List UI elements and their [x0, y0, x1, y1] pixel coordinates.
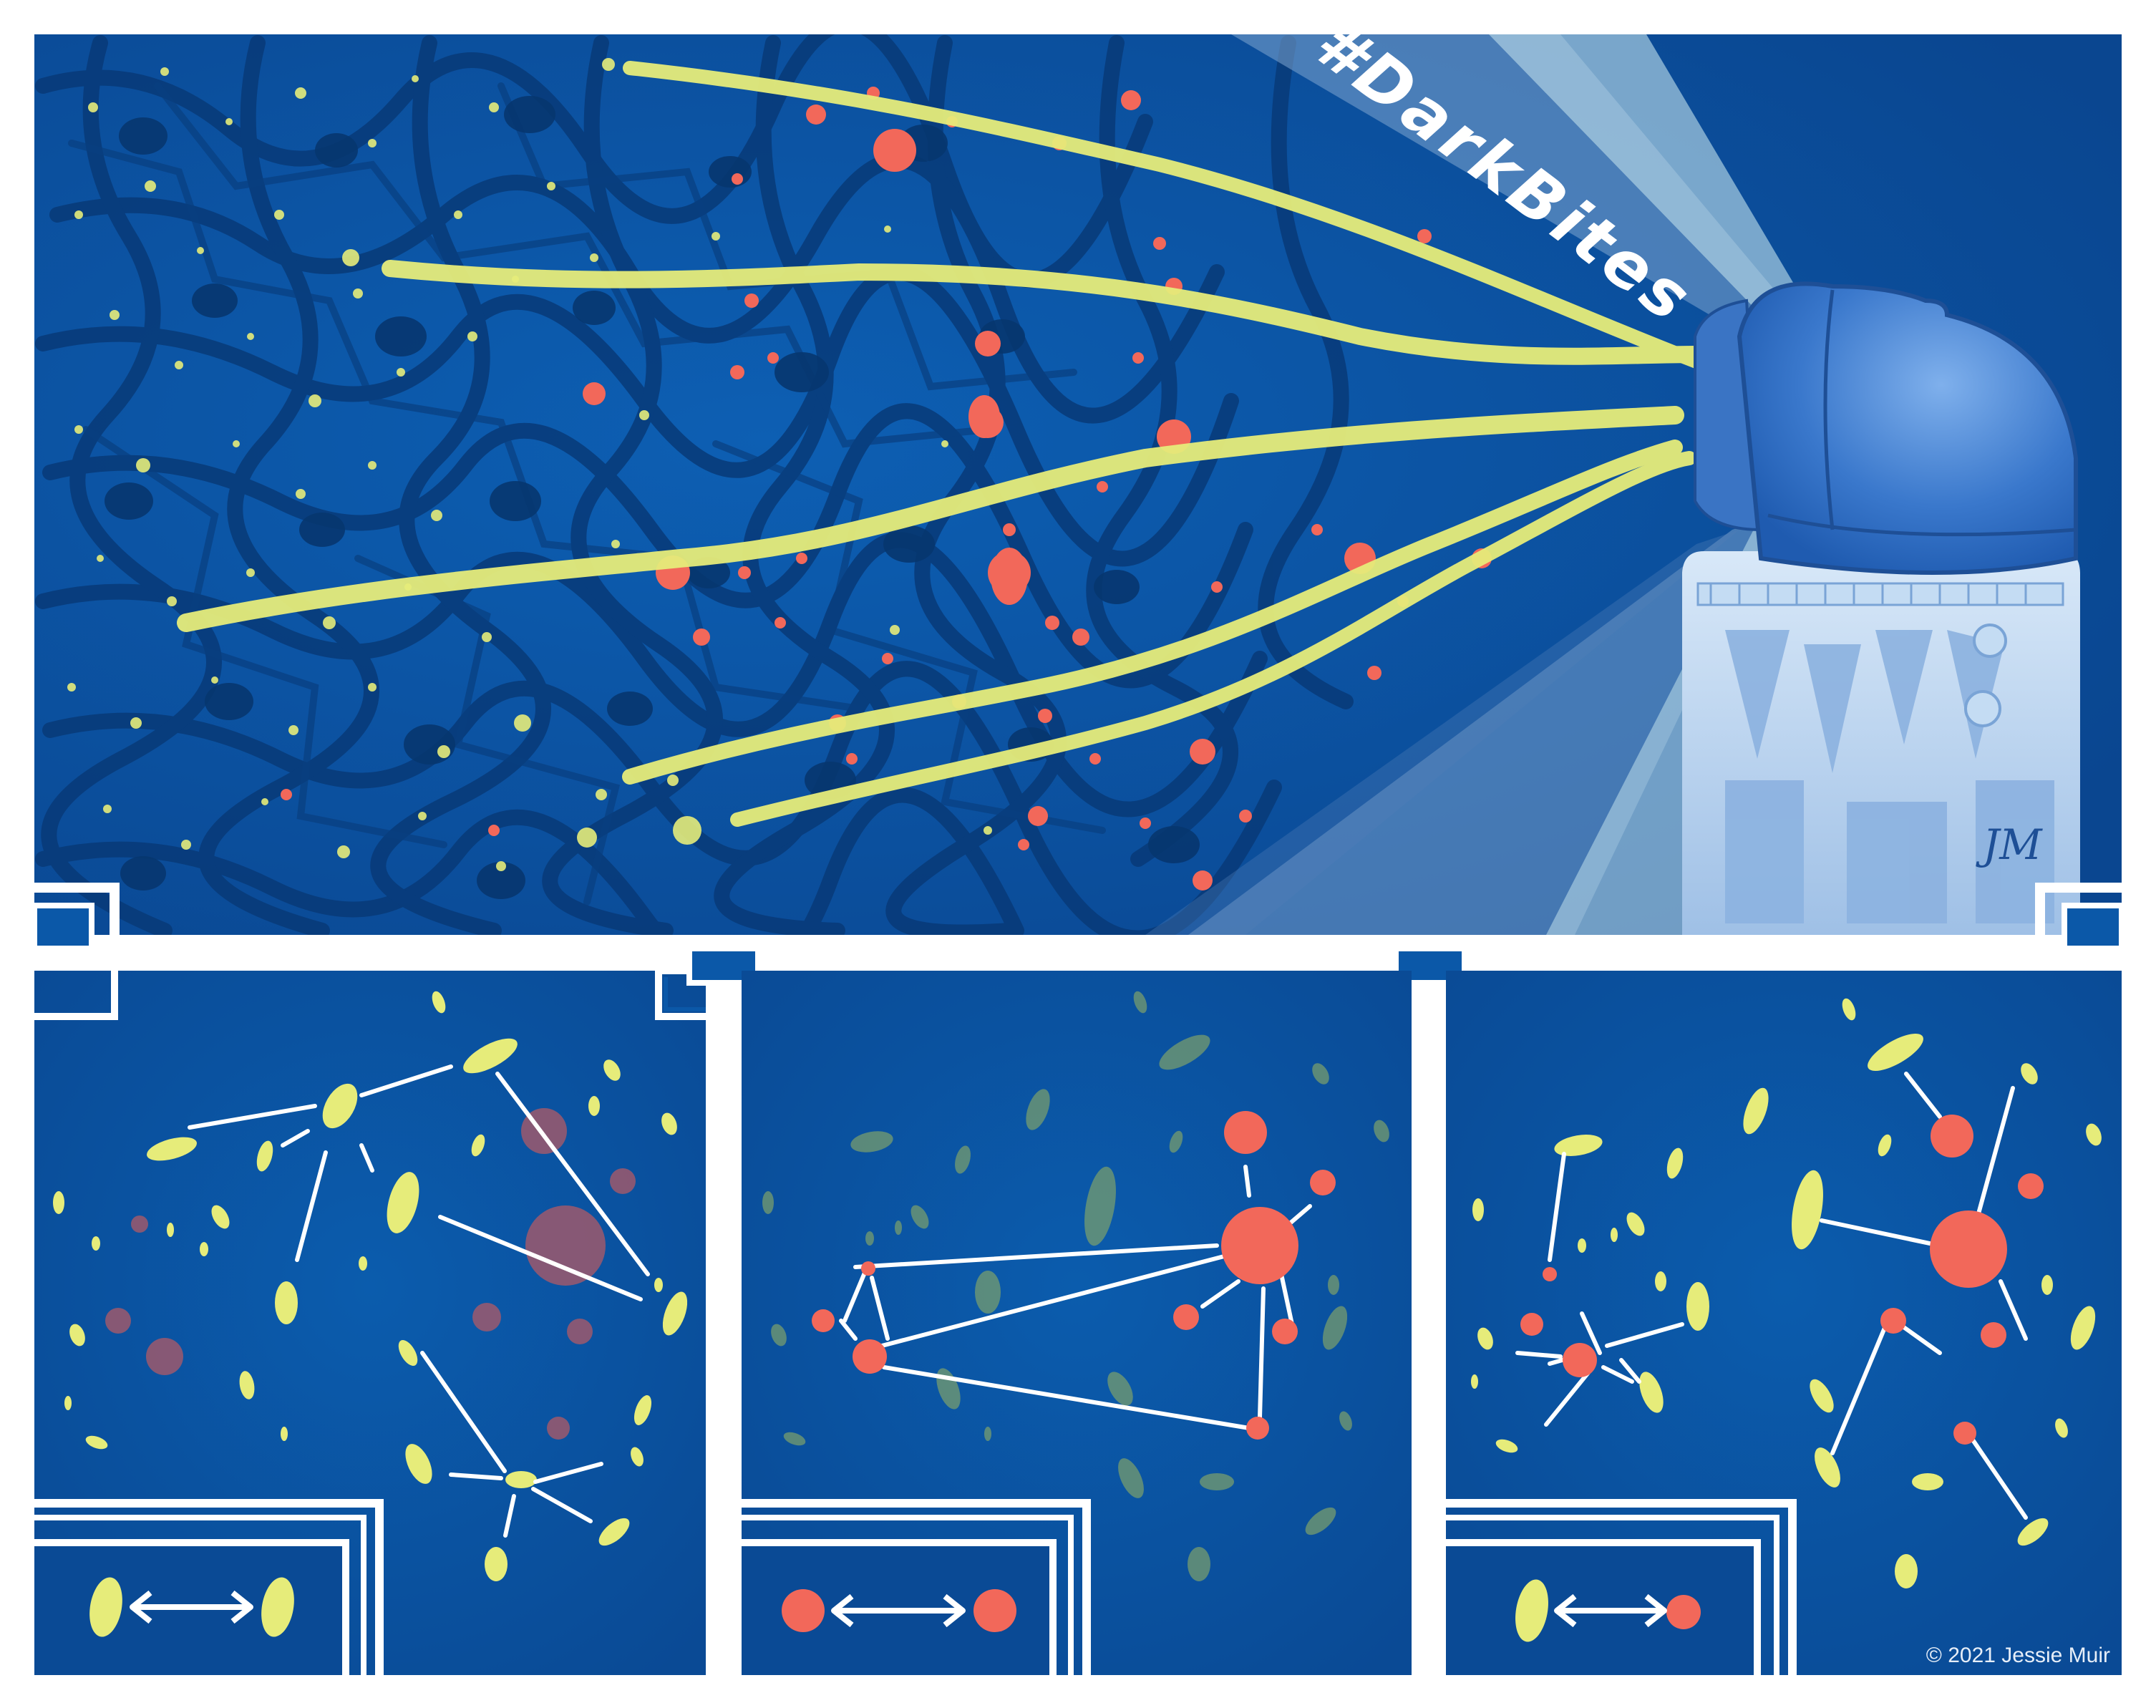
galaxy-dots	[67, 58, 992, 871]
panel-3-clusters	[1520, 1115, 2044, 1445]
panel-cross-correlation: © 2021 Jessie Muir	[1446, 971, 2122, 1675]
legend-galaxy-b	[261, 1577, 294, 1637]
legend-cluster-a	[782, 1589, 825, 1632]
observatory: JM	[1682, 281, 2080, 935]
connector-block-left	[31, 903, 94, 951]
panel-3-legend	[1515, 1579, 1701, 1642]
legend-cluster-b	[973, 1589, 1016, 1632]
observatory-dome	[1737, 281, 2078, 575]
panel-2-clusters	[812, 1111, 1336, 1440]
legend-cluster	[1666, 1595, 1701, 1629]
artist-signature: JM	[1976, 820, 2043, 869]
light-streams	[177, 61, 1705, 827]
panel-3-galaxies	[1471, 998, 2102, 1588]
panel-3-links	[1515, 1072, 2028, 1520]
panel-divider-2	[1412, 935, 1446, 1675]
panel-2-legend	[782, 1589, 1016, 1632]
connector-block-right	[2062, 903, 2125, 951]
panel-divider-1	[706, 935, 742, 1675]
top-panel: #DarkBites	[34, 34, 2122, 935]
legend-galaxy	[1515, 1579, 1548, 1642]
copyright-text: © 2021 Jessie Muir	[1926, 1644, 2110, 1667]
cosmic-web-nodes	[105, 96, 1200, 899]
panel-1-links	[188, 1064, 650, 1538]
connector-block-mid-1	[686, 946, 761, 986]
panel-galaxy-shapes	[34, 967, 706, 1675]
observatory-railing	[1696, 582, 2064, 606]
panel-1-legend	[89, 1577, 294, 1637]
panel-frame	[31, 883, 2125, 971]
building-porthole-bottom	[1964, 690, 2001, 727]
panel-1-faded-clusters	[105, 1108, 636, 1440]
building-porthole-top	[1973, 623, 2007, 658]
panel-2-faded-galaxies	[762, 991, 1389, 1581]
cluster-dots	[281, 87, 1492, 891]
panel-1-galaxies	[53, 991, 688, 1581]
panel-1-legend-box	[34, 1546, 342, 1675]
panel-cluster-correlation	[742, 971, 1412, 1675]
legend-galaxy-a	[89, 1577, 122, 1637]
